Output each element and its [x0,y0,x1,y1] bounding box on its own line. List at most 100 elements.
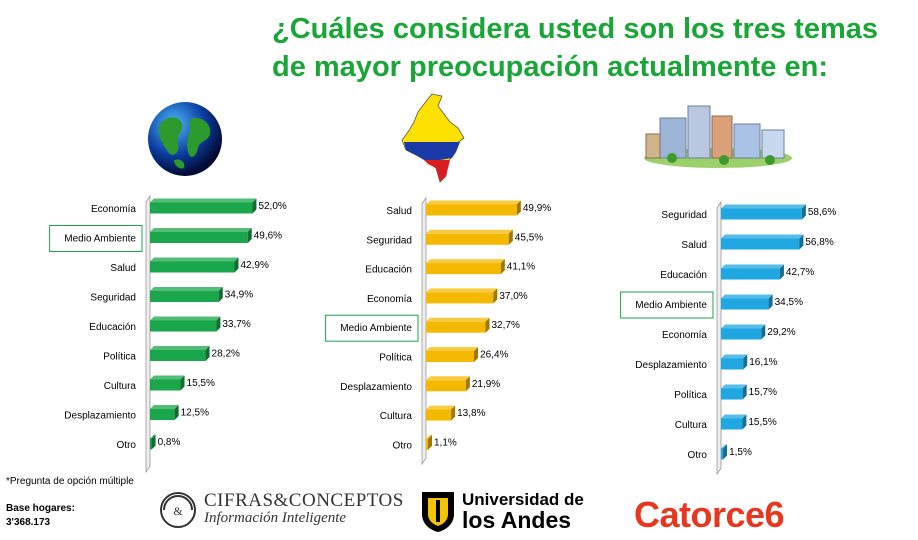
bar-side [216,316,221,332]
category-label: Seguridad [90,293,136,304]
category-label: Desplazamiento [635,360,707,371]
category-label: Otro [688,450,708,461]
bar-side [151,434,156,450]
base-value: 3'368.173 [6,517,51,528]
value-label: 15,5% [748,417,776,428]
bar [150,409,175,420]
highlight-box [49,225,143,252]
value-label: 29,2% [767,327,795,338]
catorce6-logo: Catorce6 [634,494,854,535]
category-label: Política [379,353,412,364]
category-label: Desplazamiento [340,382,412,393]
value-label: 49,6% [254,231,282,242]
value-label: 41,1% [507,262,535,273]
bar [150,291,219,302]
bar-side [205,346,210,361]
bar [721,328,762,340]
bar-top [150,405,179,409]
bar-side [451,405,456,421]
bar-side [180,375,185,391]
bar-top [426,229,513,234]
bar-side [474,347,479,362]
value-label: 34,9% [225,290,253,301]
bar-top [150,287,223,291]
bar-chart-1: 52,0% Economía 49,6% Medio Ambiente 42,9% Sal… [49,194,287,474]
category-label: Educación [89,322,136,333]
bar-top [721,384,747,389]
category-label: Medio Ambiente [635,300,707,311]
bar-top [426,405,456,410]
category-label: Cultura [675,420,708,431]
bar [150,438,152,450]
colombia-map-icon [401,93,465,183]
bar [721,448,724,460]
bar [150,379,181,391]
value-label: 21,9% [472,379,500,390]
bar [721,268,780,280]
bar-top [721,354,748,359]
bar-side [743,354,748,370]
andes-line2: los Andes [462,507,572,533]
cifras-line2: Información Inteligente [204,510,347,526]
bar-side [252,198,257,214]
bar-top [150,198,257,203]
bar-top [426,376,470,381]
base-label: Base hogares: [6,503,75,514]
uniandes-shield-icon [422,492,454,532]
bar-chart-2: 49,9% Salud 45,5% Seguridad 41,1% Educación 37… [325,196,551,466]
bar [426,351,475,362]
bar-top [426,317,490,322]
bar-side [508,229,513,245]
bar [426,233,509,245]
value-label: 1,5% [729,447,752,458]
bar-side [218,287,223,302]
category-label: Economía [662,330,707,341]
axis-wall [421,196,427,466]
bar [426,321,486,333]
bar-side [723,444,728,460]
category-label: Educación [660,270,707,281]
bar [721,298,769,310]
cifras-emblem-icon: & [160,492,196,528]
bar-top [426,434,433,439]
chart-title: ¿Cuáles considera usted son los tres tem… [272,13,878,83]
category-label: Salud [681,240,707,251]
bar [721,208,802,220]
value-label: 42,9% [241,260,269,271]
value-label: 56,8% [805,237,833,248]
bar-side [779,264,784,280]
bar-side [493,288,498,304]
category-label: Otro [117,440,137,451]
bar-side [516,200,521,216]
cifras-conceptos-logo: & CIFRAS&CONCEPTOS Información Inteligen… [158,490,403,530]
bar [426,292,494,304]
category-label: Otro [393,440,413,451]
base-hogares: Base hogares: 3'368.173 [6,502,75,530]
bar-top [150,316,221,321]
svg-text:&: & [173,504,183,518]
value-label: 37,0% [499,291,527,302]
value-label: 28,2% [212,349,240,360]
bar-top [426,347,479,351]
bar-top [426,288,498,293]
cifras-line1: CIFRAS&CONCEPTOS [204,490,404,511]
bar [150,202,253,214]
axis-wall [145,194,151,474]
bar-side [247,228,252,243]
category-label: Cultura [104,381,137,392]
category-label: Salud [110,263,136,274]
bar-top [721,324,766,329]
bar-side [742,414,747,430]
bar-top [721,444,728,449]
bar-side [801,204,806,220]
bar [150,350,206,361]
bar-side [500,259,505,275]
bar-top [150,434,156,439]
value-label: 26,4% [480,350,508,361]
category-label: Política [103,352,136,363]
value-label: 15,7% [749,387,777,398]
category-label: Cultura [380,411,413,422]
bar-top [150,346,210,350]
catorce-text: Catorce6 [634,494,785,535]
bar [721,238,800,250]
